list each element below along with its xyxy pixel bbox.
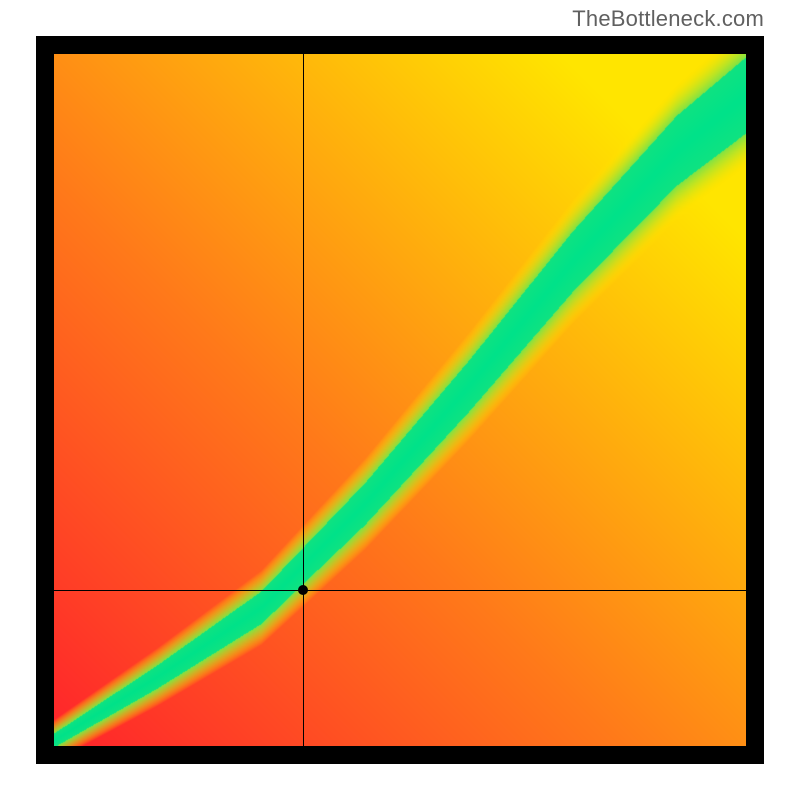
- watermark-text: TheBottleneck.com: [572, 6, 764, 32]
- chart-container: TheBottleneck.com: [0, 0, 800, 800]
- heatmap-canvas: [54, 54, 746, 746]
- crosshair-horizontal: [54, 590, 746, 591]
- crosshair-vertical: [303, 54, 304, 746]
- plot-area: [36, 36, 764, 764]
